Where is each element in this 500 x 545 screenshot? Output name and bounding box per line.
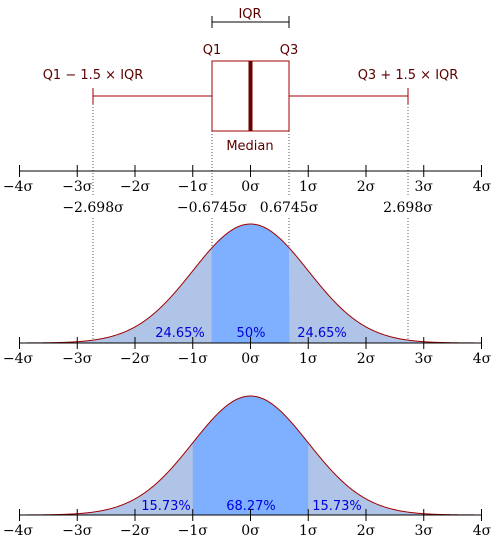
- iqr-label: IQR: [238, 7, 261, 22]
- axis-tick-label: −4σ: [3, 523, 34, 539]
- axis-tick-label: −1σ: [178, 523, 209, 539]
- axis-tick-label: 2σ: [357, 351, 376, 367]
- axis-tick-label: 3σ: [415, 179, 434, 195]
- box-plot: IQR Q1 Q3 Q1 − 1.5 × IQR Q3 + 1.5 × IQR …: [43, 7, 459, 154]
- axis-bottom: −4σ −3σ −2σ −1σ 0σ 1σ 2σ 3σ 4σ: [3, 509, 492, 539]
- pdf-iqr-center-percent: 50%: [237, 326, 266, 341]
- pdf-iqr: 24.65% 50% 24.65%: [19, 223, 482, 344]
- axis-tick-label: 2σ: [357, 179, 376, 195]
- axis-tick-label: −1σ: [178, 351, 209, 367]
- axis-tick-label: 0σ: [241, 179, 260, 195]
- axis-tick-label: −3σ: [62, 351, 93, 367]
- q1-label: Q1: [203, 43, 222, 58]
- axis-tick-label: −2σ: [120, 179, 151, 195]
- axis-tick-label: 4σ: [473, 179, 492, 195]
- pdf-sigma-left-percent: 15.73%: [141, 499, 191, 514]
- boundary-labels: −2.698σ −0.6745σ 0.6745σ 2.698σ: [55, 197, 440, 217]
- axis-tick-label: 4σ: [473, 523, 492, 539]
- pdf-iqr-right-percent: 24.65%: [297, 326, 347, 341]
- axis-tick-label: 1σ: [299, 179, 318, 195]
- pdf-sigma-curve: [19, 395, 482, 516]
- axis-tick-label: 2σ: [357, 523, 376, 539]
- upper-whisker-label: Q3 + 1.5 × IQR: [358, 68, 459, 83]
- pdf-sigma-right-percent: 15.73%: [312, 499, 362, 514]
- axis-tick-label: 0σ: [241, 351, 260, 367]
- q3-label: Q3: [280, 43, 299, 58]
- boundary-label-lower-whisker: −2.698σ: [62, 200, 124, 216]
- axis-middle: −4σ −3σ −2σ −1σ 0σ 1σ 2σ 3σ 4σ: [3, 337, 492, 367]
- axis-tick-label: −4σ: [3, 351, 34, 367]
- boundary-label-upper-whisker: 2.698σ: [383, 200, 433, 216]
- lower-whisker-label: Q1 − 1.5 × IQR: [43, 68, 144, 83]
- pdf-iqr-curve: [19, 223, 482, 344]
- axis-tick-label: 4σ: [473, 351, 492, 367]
- axis-tick-label: −2σ: [120, 523, 151, 539]
- axis-tick-label: 3σ: [415, 351, 434, 367]
- axis-tick-label: 1σ: [299, 351, 318, 367]
- median-label: Median: [226, 139, 273, 154]
- pdf-sigma-center-fill: [192, 396, 309, 515]
- axis-top: −4σ −3σ −2σ −1σ 0σ 1σ 2σ 3σ 4σ: [3, 165, 492, 195]
- axis-tick-label: −2σ: [120, 351, 151, 367]
- axis-tick-label: −4σ: [3, 179, 34, 195]
- axis-tick-label: −3σ: [62, 523, 93, 539]
- pdf-iqr-center-fill: [211, 224, 290, 343]
- axis-tick-label: −3σ: [62, 179, 93, 195]
- pdf-sigma-center-percent: 68.27%: [226, 499, 276, 514]
- axis-tick-label: 3σ: [415, 523, 434, 539]
- axis-tick-label: 0σ: [241, 523, 260, 539]
- pdf-sigma: 15.73% 68.27% 15.73%: [19, 395, 482, 516]
- pdf-iqr-left-percent: 24.65%: [155, 326, 205, 341]
- guide-lines: [92, 104, 409, 343]
- axis-tick-label: −1σ: [178, 179, 209, 195]
- boundary-label-q3: 0.6745σ: [260, 200, 319, 216]
- boundary-label-q1: −0.6745σ: [177, 200, 248, 216]
- axis-tick-label: 1σ: [299, 523, 318, 539]
